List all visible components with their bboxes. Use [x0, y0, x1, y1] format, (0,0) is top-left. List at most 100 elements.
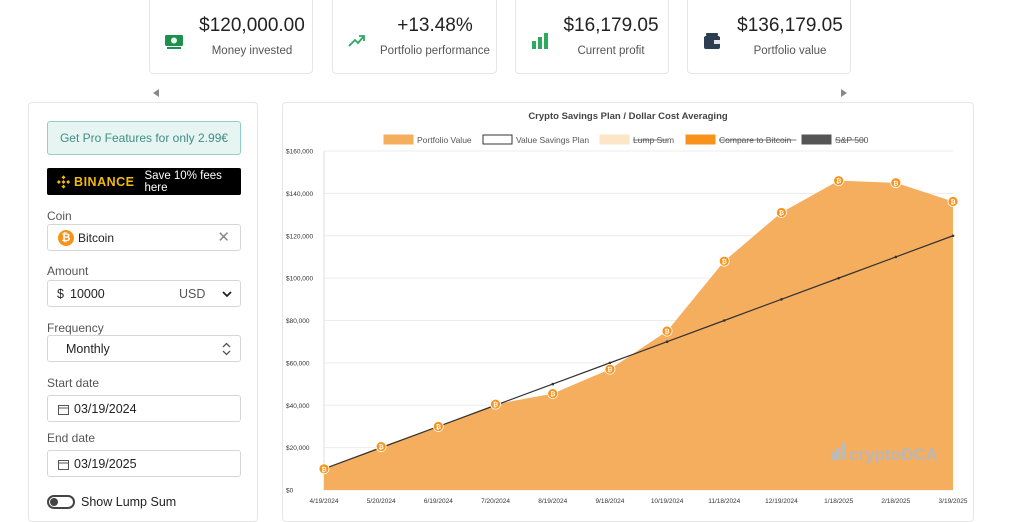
plan-point — [837, 276, 840, 280]
calendar-icon — [58, 460, 69, 470]
bitcoin-marker-icon[interactable]: ₿ — [490, 398, 501, 410]
legend-item[interactable]: Portfolio Value — [383, 134, 472, 145]
svg-text:₿: ₿ — [550, 390, 555, 398]
legend-swatch — [482, 134, 513, 145]
bar-chart-icon — [532, 33, 548, 49]
svg-text:₿: ₿ — [379, 443, 384, 451]
plan-point — [608, 361, 612, 365]
chart-panel: Crypto Savings Plan / Dollar Cost Averag… — [282, 102, 974, 522]
svg-text:₿: ₿ — [722, 258, 727, 266]
legend-item[interactable]: Lump Sum — [599, 134, 674, 145]
legend-swatch — [599, 134, 630, 145]
trend-up-icon — [348, 35, 365, 47]
bitcoin-marker-icon[interactable]: ₿ — [776, 207, 787, 218]
binance-banner[interactable]: BINANCE Save 10% fees here — [47, 168, 241, 195]
svg-text:₿: ₿ — [607, 366, 612, 374]
svg-text:₿: ₿ — [664, 328, 669, 336]
clear-icon[interactable]: ✕ — [217, 229, 230, 246]
amount-label: Amount — [47, 264, 89, 278]
get-pro-button[interactable]: Get Pro Features for only 2.99€ — [47, 121, 241, 155]
plan-point — [551, 382, 555, 386]
x-tick-label: 12/19/2024 — [765, 498, 798, 505]
chart-legend: Portfolio Value Value Savings Plan Lump Su… — [383, 134, 869, 145]
x-tick-label: 7/20/2024 — [481, 498, 510, 505]
bitcoin-marker-icon[interactable]: ₿ — [833, 175, 845, 187]
frequency-label: Frequency — [47, 321, 104, 335]
stat-card-portfolio-value: $136,179.05 Portfolio value — [687, 0, 851, 74]
legend-item[interactable]: Compare to Bitcoin — [685, 134, 797, 145]
stat-value: $136,179.05 — [737, 15, 843, 36]
chevron-updown-icon — [222, 342, 231, 356]
x-tick-label: 10/19/2024 — [651, 498, 684, 505]
coin-select[interactable]: ₿ Bitcoin ✕ — [47, 224, 241, 251]
svg-text:₿: ₿ — [836, 177, 841, 185]
stat-label: Portfolio performance — [380, 45, 490, 57]
svg-text:₿: ₿ — [893, 179, 898, 187]
chevron-down-icon[interactable] — [222, 290, 232, 298]
bitcoin-marker-icon[interactable]: ₿ — [432, 421, 444, 432]
svg-text:₿: ₿ — [436, 423, 441, 431]
horizontal-scrollbar[interactable] — [150, 86, 850, 100]
y-tick-label: $80,000 — [286, 318, 310, 325]
bitcoin-marker-icon[interactable]: ₿ — [547, 388, 559, 399]
coin-value: Bitcoin — [78, 231, 115, 245]
svg-text:₿: ₿ — [321, 465, 326, 473]
chart-title: Crypto Savings Plan / Dollar Cost Averag… — [528, 111, 728, 122]
bitcoin-marker-icon[interactable]: ₿ — [604, 363, 616, 375]
stat-value: +13.48% — [397, 15, 473, 36]
stat-label: Current profit — [577, 45, 645, 57]
legend-item[interactable]: S&P 500 — [801, 134, 869, 145]
end-date-label: End date — [47, 431, 96, 445]
svg-text:₿: ₿ — [493, 401, 498, 409]
y-tick-label: $100,000 — [286, 276, 313, 283]
x-tick-label: 6/19/2024 — [424, 498, 453, 505]
portfolio-markers: ₿ ₿ ₿ ₿ ₿ ₿ ₿ ₿ ₿ ₿ ₿ ₿ — [318, 175, 959, 475]
y-tick-label: $20,000 — [286, 445, 310, 452]
stat-card-current-profit: $16,179.05 Current profit — [515, 0, 669, 74]
bitcoin-marker-icon[interactable]: ₿ — [661, 325, 673, 337]
legend-label: Value Savings Plan — [516, 135, 589, 145]
start-date-value: 03/19/2024 — [74, 402, 137, 416]
x-axis: 4/19/2024 5/20/2024 6/19/2024 7/20/2024 8/19… — [310, 498, 968, 505]
binance-logo-text: BINANCE — [74, 174, 135, 189]
x-tick-label: 3/19/2025 — [939, 498, 968, 505]
end-date-input[interactable]: 03/19/2025 — [47, 450, 241, 477]
legend-label: Portfolio Value — [417, 135, 472, 145]
scroll-right-icon[interactable] — [841, 89, 847, 97]
binance-promo-text: Save 10% fees here — [144, 169, 222, 194]
currency-select[interactable]: USD — [179, 287, 206, 301]
bitcoin-marker-icon[interactable]: ₿ — [318, 463, 330, 475]
lump-sum-toggle[interactable] — [47, 495, 75, 509]
plan-point — [780, 298, 783, 301]
watermark: cryptoDCA — [831, 443, 938, 464]
portfolio-value-area — [324, 180, 953, 490]
y-axis: $0 $20,000 $40,000 $60,000 $80,000 $100,000 $1… — [286, 149, 313, 495]
amount-input[interactable]: $ 10000 USD — [47, 280, 241, 307]
y-tick-label: $140,000 — [286, 191, 313, 198]
start-date-label: Start date — [47, 376, 100, 390]
legend-item[interactable]: Value Savings Plan — [482, 134, 589, 145]
dca-area-chart: Crypto Savings Plan / Dollar Cost Averag… — [286, 111, 968, 505]
bitcoin-marker-icon[interactable]: ₿ — [947, 196, 959, 207]
svg-text:₿: ₿ — [950, 198, 955, 206]
x-tick-label: 2/18/2025 — [881, 498, 910, 505]
value-savings-plan-line — [323, 235, 954, 470]
start-date-input[interactable]: 03/19/2024 — [47, 395, 241, 422]
bitcoin-marker-icon[interactable]: ₿ — [375, 441, 387, 452]
binance-logo-icon — [57, 174, 71, 189]
frequency-select[interactable]: Monthly — [47, 335, 241, 362]
plan-point — [722, 319, 726, 322]
frequency-value: Monthly — [66, 342, 110, 356]
settings-sidebar: Get Pro Features for only 2.99€ BINANCE … — [28, 102, 258, 522]
legend-swatch — [383, 134, 414, 145]
y-tick-label: $120,000 — [286, 233, 313, 240]
money-icon — [165, 35, 183, 49]
stat-value: $120,000.00 — [199, 15, 305, 36]
bitcoin-marker-icon[interactable]: ₿ — [890, 177, 902, 189]
plan-point — [894, 255, 898, 259]
scroll-left-icon[interactable] — [153, 89, 159, 97]
x-tick-label: 5/20/2024 — [367, 498, 396, 505]
stat-card-portfolio-performance: +13.48% Portfolio performance — [332, 0, 497, 74]
bitcoin-marker-icon[interactable]: ₿ — [718, 255, 730, 267]
coin-label: Coin — [47, 209, 72, 223]
